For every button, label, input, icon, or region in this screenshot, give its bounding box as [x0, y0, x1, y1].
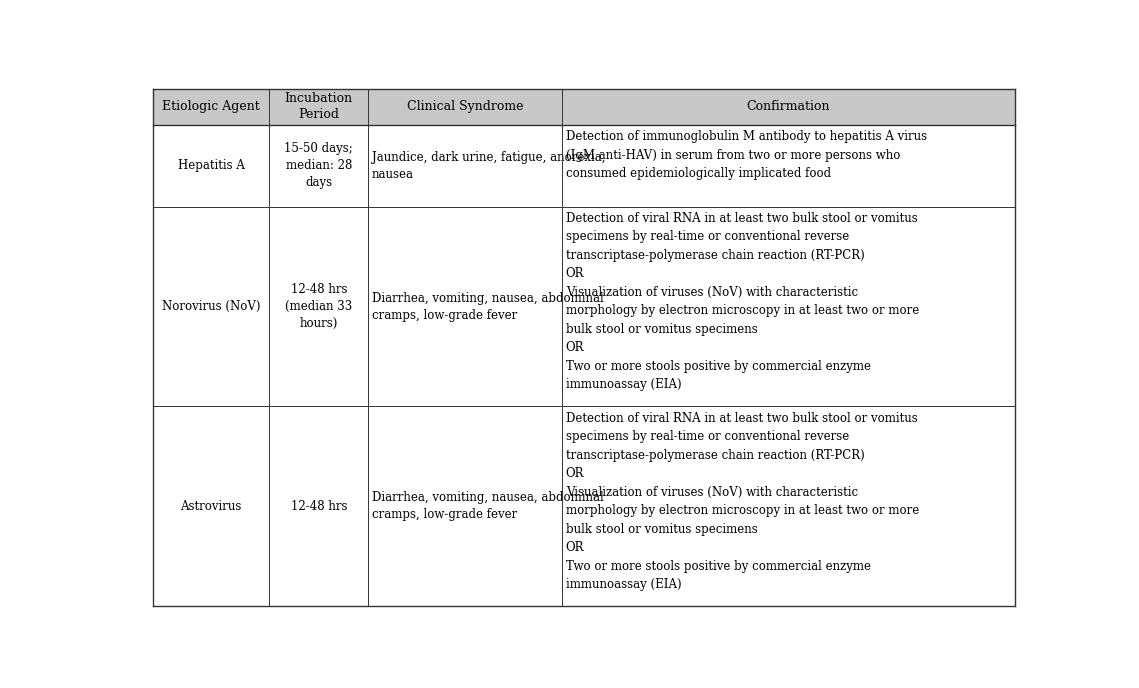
Text: Etiologic Agent: Etiologic Agent: [162, 100, 260, 114]
Text: Detection of viral RNA in at least two bulk stool or vomitus
specimens by real-t: Detection of viral RNA in at least two b…: [566, 212, 919, 391]
Text: Confirmation: Confirmation: [746, 100, 830, 114]
Text: 15-50 days;
median: 28
days: 15-50 days; median: 28 days: [285, 142, 353, 189]
Text: Diarrhea, vomiting, nausea, abdominal
cramps, low-grade fever: Diarrhea, vomiting, nausea, abdominal cr…: [371, 491, 604, 522]
Text: Clinical Syndrome: Clinical Syndrome: [407, 100, 524, 114]
Text: Detection of immunoglobulin M antibody to hepatitis A virus
(IgM anti-HAV) in se: Detection of immunoglobulin M antibody t…: [566, 130, 927, 180]
Text: Norovirus (NoV): Norovirus (NoV): [162, 300, 261, 313]
Bar: [153, 407, 1015, 606]
Text: Detection of viral RNA in at least two bulk stool or vomitus
specimens by real-t: Detection of viral RNA in at least two b…: [566, 411, 919, 591]
Bar: [153, 125, 1015, 207]
Bar: [153, 89, 1015, 125]
Bar: [153, 207, 1015, 407]
Text: Incubation
Period: Incubation Period: [285, 92, 353, 122]
Text: 12-48 hrs
(median 33
hours): 12-48 hrs (median 33 hours): [285, 283, 352, 330]
Text: 12-48 hrs: 12-48 hrs: [290, 499, 347, 513]
Text: Hepatitis A: Hepatitis A: [178, 160, 245, 173]
Text: Diarrhea, vomiting, nausea, abdominal
cramps, low-grade fever: Diarrhea, vomiting, nausea, abdominal cr…: [371, 292, 604, 321]
Text: Jaundice, dark urine, fatigue, anorexia,
nausea: Jaundice, dark urine, fatigue, anorexia,…: [371, 151, 605, 181]
Text: Astrovirus: Astrovirus: [180, 499, 241, 513]
